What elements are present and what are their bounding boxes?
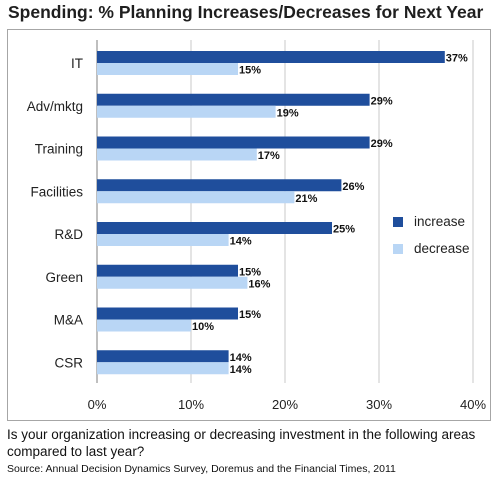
legend-label: increase bbox=[414, 214, 465, 229]
bar-increase bbox=[97, 264, 238, 277]
bar-decrease bbox=[97, 234, 229, 246]
bar-increase bbox=[97, 51, 445, 63]
data-label: 17% bbox=[258, 150, 280, 162]
category-label: CSR bbox=[54, 355, 83, 370]
bar-decrease bbox=[97, 148, 257, 161]
category-label: M&A bbox=[54, 313, 83, 328]
category-label: Green bbox=[45, 270, 83, 285]
data-label: 14% bbox=[230, 352, 252, 364]
survey-question: Is your organization increasing or decre… bbox=[7, 427, 476, 459]
data-label: 15% bbox=[239, 65, 261, 77]
legend-label: decrease bbox=[414, 241, 470, 256]
bar-increase bbox=[97, 179, 342, 192]
bar-decrease bbox=[97, 319, 191, 332]
x-tick-label: 20% bbox=[272, 397, 298, 412]
category-label: IT bbox=[71, 56, 83, 71]
data-label: 37% bbox=[446, 53, 468, 65]
data-label: 19% bbox=[277, 107, 299, 119]
bar-chart: 37%15%29%19%29%17%26%21%25%14%15%16%15%1… bbox=[27, 40, 487, 412]
category-labels: IT Adv/mktg Training Facilities R&D Green M&A C… bbox=[27, 56, 84, 370]
x-tick-label: 0% bbox=[88, 397, 107, 412]
data-label: 14% bbox=[230, 364, 252, 376]
bar-decrease bbox=[97, 191, 295, 204]
bars bbox=[97, 51, 445, 375]
bar-decrease bbox=[97, 276, 248, 289]
legend-swatch bbox=[393, 217, 403, 227]
category-label: Adv/mktg bbox=[27, 99, 83, 114]
chart-title: Spending: % Planning Increases/Decreases… bbox=[8, 2, 484, 22]
bar-decrease bbox=[97, 63, 238, 75]
category-label: Facilities bbox=[30, 184, 83, 199]
x-tick-label: 30% bbox=[366, 397, 392, 412]
bar-decrease bbox=[97, 362, 229, 375]
bar-decrease bbox=[97, 105, 276, 118]
data-label: 14% bbox=[230, 236, 252, 248]
bar-increase bbox=[97, 307, 238, 320]
gridlines bbox=[96, 40, 474, 383]
x-tick-labels: 0% 10% 20% 30% 40% bbox=[88, 397, 487, 412]
x-tick-label: 10% bbox=[178, 397, 204, 412]
data-label: 10% bbox=[192, 321, 214, 333]
x-tick-label: 40% bbox=[460, 397, 486, 412]
bar-increase bbox=[97, 222, 332, 234]
data-label: 21% bbox=[295, 193, 317, 205]
bar-increase bbox=[97, 93, 370, 106]
data-label: 29% bbox=[371, 95, 393, 107]
category-label: Training bbox=[35, 142, 83, 157]
data-label: 29% bbox=[371, 138, 393, 150]
chart-frame bbox=[7, 29, 491, 421]
category-label: R&D bbox=[54, 227, 83, 242]
data-label: 16% bbox=[248, 278, 270, 290]
legend-swatch bbox=[393, 244, 403, 254]
data-labels: 37%15%29%19%29%17%26%21%25%14%15%16%15%1… bbox=[192, 53, 468, 376]
data-label: 26% bbox=[342, 181, 364, 193]
legend: increase decrease bbox=[393, 214, 470, 256]
bar-increase bbox=[97, 350, 229, 363]
data-label: 25% bbox=[333, 224, 355, 236]
data-label: 15% bbox=[239, 266, 261, 278]
data-label: 15% bbox=[239, 309, 261, 321]
source-note: Source: Annual Decision Dynamics Survey,… bbox=[7, 463, 396, 475]
bar-increase bbox=[97, 136, 370, 149]
